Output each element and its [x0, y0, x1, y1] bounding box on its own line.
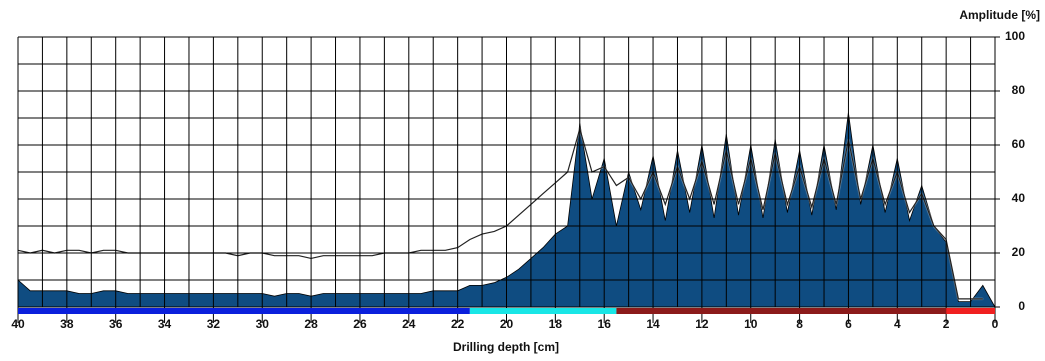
x-tick-label: 18 [549, 317, 563, 331]
x-tick-label: 2 [943, 317, 950, 331]
x-tick-label: 30 [256, 317, 270, 331]
x-tick-label: 40 [11, 317, 25, 331]
x-tick-label: 16 [598, 317, 612, 331]
x-tick-label: 34 [158, 317, 172, 331]
x-tick-label: 6 [845, 317, 852, 331]
x-tick-label: 26 [353, 317, 367, 331]
y-tick-label: 60 [1012, 137, 1026, 151]
x-tick-label: 38 [60, 317, 74, 331]
y-tick-label: 80 [1012, 83, 1026, 97]
x-tick-label: 12 [695, 317, 709, 331]
x-tick-label: 0 [992, 317, 999, 331]
x-axis-label: Drilling depth [cm] [453, 340, 559, 354]
x-tick-label: 8 [796, 317, 803, 331]
y-axis-label: Amplitude [%] [959, 8, 1040, 22]
y-tick-label: 100 [1005, 29, 1025, 43]
depth-segment [469, 308, 617, 314]
x-tick-label: 28 [304, 317, 318, 331]
x-tick-label: 36 [109, 317, 123, 331]
x-tick-label: 20 [500, 317, 514, 331]
x-tick-label: 10 [744, 317, 758, 331]
x-tick-label: 4 [894, 317, 901, 331]
y-tick-label: 0 [1018, 299, 1025, 313]
x-tick-label: 32 [207, 317, 221, 331]
depth-segment [946, 308, 995, 314]
x-tick-label: 24 [402, 317, 416, 331]
y-tick-label: 20 [1012, 245, 1026, 259]
x-tick-label: 22 [451, 317, 465, 331]
x-tick-label: 14 [646, 317, 660, 331]
depth-segment [616, 308, 947, 314]
y-tick-label: 40 [1012, 191, 1026, 205]
depth-segment [18, 308, 470, 314]
